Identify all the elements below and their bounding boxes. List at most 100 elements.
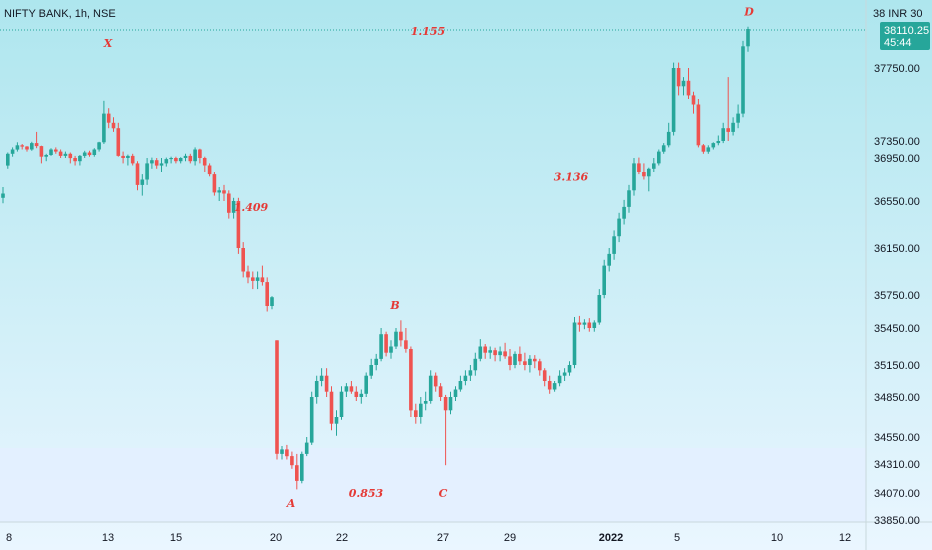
candle-body <box>567 365 572 373</box>
candle <box>116 122 121 157</box>
candle-body <box>518 353 522 362</box>
candle <box>255 271 260 290</box>
candle-body <box>632 163 636 191</box>
candle-body <box>227 193 231 213</box>
candle <box>557 370 562 387</box>
candle-body <box>409 349 413 411</box>
candle <box>404 328 408 353</box>
price-tick-label: 35150.00 <box>874 360 920 372</box>
candle-body <box>488 350 492 353</box>
candle <box>567 361 572 376</box>
time-tick-label: 2022 <box>599 532 623 544</box>
candle-body <box>212 174 217 193</box>
candle <box>10 147 15 157</box>
candle <box>1 187 5 204</box>
candle <box>334 410 339 436</box>
wave-label-a: A <box>286 497 296 510</box>
candle-body <box>706 147 711 152</box>
currency-label: 38 INR 30 <box>873 8 923 20</box>
candle-body <box>285 449 289 457</box>
candle-body <box>25 146 29 150</box>
candle-body <box>399 331 403 341</box>
candle <box>473 352 478 376</box>
candle-body <box>423 401 428 404</box>
candle <box>44 153 48 162</box>
candle <box>78 155 82 166</box>
candle-body <box>483 346 487 353</box>
candle-body <box>300 453 304 481</box>
candle-body <box>404 340 408 349</box>
candle <box>217 187 221 201</box>
candle <box>126 154 130 166</box>
candle-body <box>666 131 671 146</box>
candle <box>379 328 383 362</box>
candle-body <box>701 145 706 152</box>
candle-body <box>394 331 398 347</box>
candle-body <box>533 358 537 362</box>
candle-body <box>523 361 527 365</box>
candle-body <box>731 122 735 132</box>
candle-body <box>419 403 423 417</box>
candle-body <box>58 151 63 156</box>
candle <box>706 145 711 154</box>
candle <box>642 163 646 180</box>
candle <box>68 152 73 164</box>
candle-body <box>384 334 388 353</box>
candle-body <box>627 190 631 207</box>
candle <box>227 190 231 219</box>
candle <box>207 163 212 177</box>
candle <box>54 147 58 154</box>
candle <box>483 344 487 359</box>
candle-body <box>493 350 497 356</box>
candle <box>493 347 497 362</box>
candle <box>174 156 178 164</box>
candle <box>359 389 364 404</box>
candle <box>349 381 354 394</box>
candle <box>503 342 507 359</box>
candle <box>364 372 368 397</box>
wave-label-x: X <box>103 37 113 50</box>
candle-body <box>111 122 116 129</box>
candle-body <box>116 128 121 156</box>
candle <box>389 340 393 359</box>
candle-body <box>349 386 354 392</box>
candle-body <box>87 152 92 156</box>
candle <box>518 346 522 365</box>
candle-body <box>222 190 226 194</box>
candle-body <box>1 193 5 198</box>
candle <box>478 339 483 362</box>
candle-body <box>251 277 255 281</box>
candle <box>169 156 173 164</box>
candle-body <box>63 153 68 156</box>
candle-body <box>236 201 241 248</box>
candle <box>183 153 188 162</box>
candle <box>178 157 183 164</box>
time-tick-label: 15 <box>170 532 182 544</box>
candle-body <box>159 163 164 166</box>
candle-body <box>275 340 279 454</box>
candle-body <box>10 149 15 154</box>
candle-body <box>726 128 730 132</box>
candle <box>304 437 309 457</box>
candle-body <box>73 158 77 162</box>
candle <box>193 147 197 166</box>
candle <box>448 391 453 415</box>
candle-body <box>145 163 149 180</box>
candle <box>280 446 284 460</box>
candle-body <box>97 142 101 150</box>
candle-body <box>587 322 592 328</box>
candle <box>329 386 334 431</box>
candle <box>736 104 740 129</box>
candle <box>562 368 567 381</box>
candle <box>130 153 135 166</box>
candle <box>731 117 735 136</box>
candle <box>63 151 68 158</box>
candle <box>428 370 433 404</box>
candle-body <box>503 351 507 357</box>
candle <box>627 184 631 213</box>
candle-body <box>696 104 701 146</box>
candle-body <box>657 151 661 164</box>
candle-body <box>6 153 10 166</box>
